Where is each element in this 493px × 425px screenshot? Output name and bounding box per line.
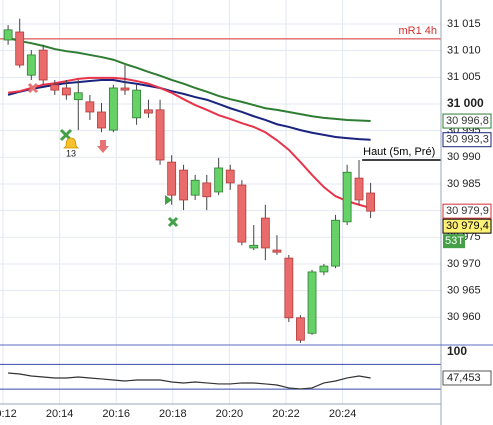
sell-arrow (97, 140, 109, 153)
buy-signal (167, 216, 179, 228)
candle-body (38, 49, 48, 81)
tag-badge (443, 234, 465, 249)
candle-body (296, 317, 305, 341)
price-badge-label: 30 996,8 (446, 115, 489, 127)
candle-body (120, 87, 130, 91)
candle-body (354, 177, 364, 201)
x-tick-label: 20:16 (102, 408, 130, 420)
grid (0, 0, 441, 404)
osc-badge (442, 370, 492, 386)
level-label: mR1 4h (398, 25, 437, 37)
time-axis: 20:12 20:14 20:16 20:18 20:20 20:22 20:24 (0, 408, 356, 420)
price-badge (442, 218, 492, 234)
price-badge-label: 30 979,9 (446, 205, 489, 217)
y-tick-label: 30 960 (447, 311, 481, 323)
candle-body (237, 184, 247, 243)
candle-body (272, 249, 282, 253)
buy-triangle (165, 195, 172, 205)
candle-body (73, 92, 83, 101)
x-tick-label: 20:12 (0, 408, 17, 420)
alert-bell (63, 137, 79, 149)
y-tick-label: 30 970 (447, 258, 481, 270)
price-badge (442, 132, 492, 148)
sell-signal (27, 82, 39, 94)
price-badge-label: 30 993,3 (446, 134, 489, 146)
candle-body (331, 219, 340, 267)
signal-label: 13 (66, 148, 76, 158)
y-tick-label: 31 010 (447, 45, 481, 57)
level-label: Haut (5m, Pré) (363, 146, 435, 158)
candle-body (342, 171, 352, 223)
candle-body (3, 29, 13, 41)
moving-average (7, 76, 371, 209)
x-tick-label: 20:18 (159, 408, 187, 420)
candle-body (167, 161, 177, 196)
candle-body (179, 169, 188, 201)
candle-body (108, 87, 118, 131)
candle-body (225, 169, 235, 184)
candle-body (190, 179, 200, 196)
candle-body (319, 265, 329, 273)
candle-body (61, 87, 71, 96)
candle-body (249, 244, 259, 249)
y-tick-label: 31 015 (447, 18, 481, 30)
candle-body (144, 109, 153, 114)
price-badge-label: 30 979,4 (446, 220, 489, 232)
candle-body (85, 101, 95, 113)
moving-average (7, 36, 371, 123)
x-tick-label: 20:14 (46, 408, 74, 420)
price-badge (442, 203, 492, 219)
oscillator-line (8, 372, 371, 390)
y-tick-label: 30 965 (447, 285, 481, 297)
osc-tick-label: 100 (447, 344, 467, 358)
candle-body (260, 217, 270, 249)
candle-body (26, 54, 36, 76)
candle-body (366, 192, 376, 212)
candle-body (202, 182, 212, 198)
moving-average (7, 78, 371, 141)
candle-body (214, 167, 224, 193)
candle-body (50, 84, 60, 91)
oscillator-panel (0, 363, 441, 390)
y-tick-label: 30 990 (447, 151, 481, 163)
candle-body (155, 109, 165, 161)
y-tick-label: 31 005 (447, 71, 481, 83)
candle-body (132, 89, 141, 119)
candle-body (307, 271, 317, 334)
candle-body (15, 31, 25, 66)
price-badge (442, 113, 492, 129)
candle-body (284, 257, 294, 319)
osc-badge-label: 47,453 (447, 372, 481, 384)
y-tick-label: 30 985 (447, 178, 481, 190)
y-tick-label: 31 000 (447, 96, 484, 110)
plot-area: mR1 4h Haut (5m, Pré) (0, 18, 441, 343)
x-tick-label: 20:24 (329, 408, 357, 420)
candle-body (97, 111, 106, 129)
tag-label: 53T (445, 235, 464, 247)
x-tick-label: 20:22 (272, 408, 300, 420)
signals: 13 (27, 82, 179, 228)
x-tick-label: 20:20 (216, 408, 244, 420)
